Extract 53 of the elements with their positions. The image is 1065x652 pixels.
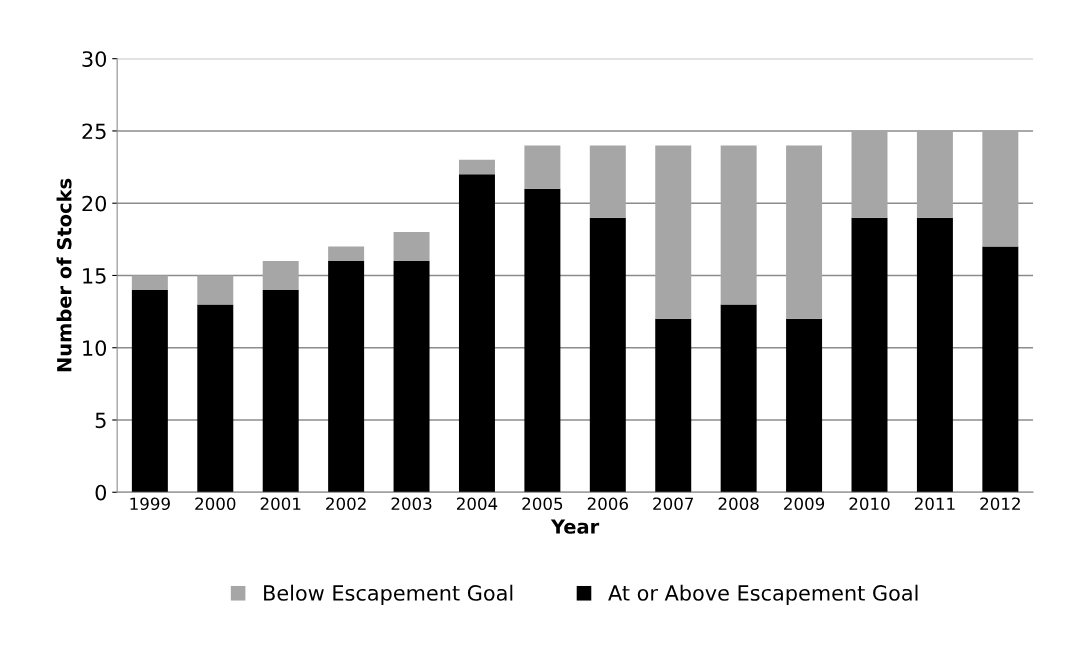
bar [393,232,430,262]
x-tick-label: 2001 [260,497,301,511]
bar [720,304,757,493]
y-tick-label: 20 [82,195,107,212]
y-tick-label: 10 [83,340,107,356]
bar [328,246,365,262]
bar [720,145,757,305]
x-tick-label: 2005 [522,497,563,511]
bar [458,159,495,175]
bar [393,261,430,493]
bar [197,304,234,493]
bar [786,318,823,493]
legend-label: At or Above Escapement Goal [608,584,918,605]
legend-label: Below Escapement Goal [264,584,513,605]
bar [786,145,823,319]
y-tick-label: 30 [82,51,107,67]
bar [197,275,234,305]
x-tick-label: 2004 [456,497,498,511]
bar [655,145,692,319]
bar [851,130,888,218]
y-tick-label: 0 [95,484,107,501]
bar [655,318,692,493]
bar [982,246,1019,493]
bar [328,261,365,493]
bar [589,217,626,493]
y-tick-label: 25 [82,123,106,140]
x-tick-label: 2007 [653,497,694,511]
bar [131,275,168,290]
x-tick-label: 2008 [718,497,759,511]
bar [851,217,888,493]
x-tick-label: 1999 [130,497,170,511]
x-tick-label: 2000 [195,497,236,511]
bar [982,130,1019,247]
y-tick-label: 5 [95,412,106,429]
x-tick-label: 2012 [980,497,1020,511]
y-axis-title: Number of Stocks [56,178,72,372]
bar [262,261,299,290]
x-tick-label: 2002 [326,497,366,511]
y-tick-label: 15 [83,268,106,284]
x-tick-label: 2003 [391,497,432,511]
bar [916,130,953,218]
bar [916,217,953,493]
x-tick-label: 2009 [784,497,825,511]
x-axis-title: Year [550,519,600,534]
bar [524,188,561,493]
x-tick-label: 2006 [587,497,628,511]
bar [589,145,626,218]
bar [458,174,495,493]
bar [524,145,561,189]
bar [131,289,168,493]
bar [262,289,299,493]
x-tick-label: 2010 [849,497,890,511]
x-tick-label: 2011 [914,497,955,511]
